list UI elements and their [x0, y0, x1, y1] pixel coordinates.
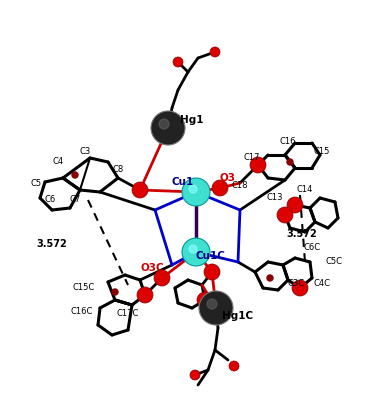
Circle shape [173, 57, 183, 67]
Text: C16: C16 [280, 137, 296, 147]
Circle shape [199, 291, 233, 325]
Circle shape [287, 159, 293, 165]
Text: C14: C14 [297, 185, 313, 195]
Circle shape [207, 299, 217, 309]
Text: Cu1C: Cu1C [195, 251, 225, 261]
Text: C17C: C17C [117, 310, 139, 318]
Circle shape [197, 292, 213, 308]
Circle shape [137, 287, 153, 303]
Text: C6: C6 [44, 195, 56, 204]
Text: Hg1C: Hg1C [222, 311, 254, 321]
Text: C3: C3 [79, 147, 91, 156]
Circle shape [250, 157, 266, 173]
Circle shape [182, 238, 210, 266]
Text: C15C: C15C [73, 283, 95, 293]
Text: C18: C18 [232, 181, 248, 191]
Circle shape [112, 289, 118, 295]
Circle shape [229, 361, 239, 371]
Text: C13: C13 [267, 193, 283, 202]
Text: C16C: C16C [71, 307, 93, 316]
Circle shape [292, 280, 308, 296]
Text: C3C: C3C [287, 280, 305, 289]
Circle shape [277, 207, 293, 223]
Circle shape [189, 245, 197, 253]
Circle shape [182, 178, 210, 206]
Text: C6C: C6C [303, 243, 321, 253]
Circle shape [132, 182, 148, 198]
Circle shape [189, 185, 197, 193]
Text: C4: C4 [53, 158, 64, 166]
Text: O3C: O3C [140, 263, 164, 273]
Text: Hg1: Hg1 [180, 115, 204, 125]
Circle shape [151, 111, 185, 145]
Circle shape [210, 47, 220, 57]
Circle shape [159, 119, 169, 129]
Text: C15: C15 [314, 147, 330, 156]
Circle shape [267, 275, 273, 281]
Text: 3.572: 3.572 [36, 239, 67, 249]
Circle shape [204, 264, 220, 280]
Text: C8: C8 [113, 166, 123, 174]
Circle shape [154, 270, 170, 286]
Text: O3: O3 [220, 173, 236, 183]
Text: C5: C5 [31, 179, 42, 187]
Text: Cu1: Cu1 [172, 177, 194, 187]
Text: C7: C7 [69, 195, 81, 204]
Text: C4C: C4C [314, 280, 330, 289]
Circle shape [212, 180, 228, 196]
Text: C5C: C5C [325, 258, 343, 266]
Circle shape [190, 370, 200, 380]
Circle shape [72, 172, 78, 178]
Text: C17: C17 [244, 154, 260, 162]
Circle shape [287, 197, 303, 213]
Text: 3.572: 3.572 [287, 229, 318, 239]
